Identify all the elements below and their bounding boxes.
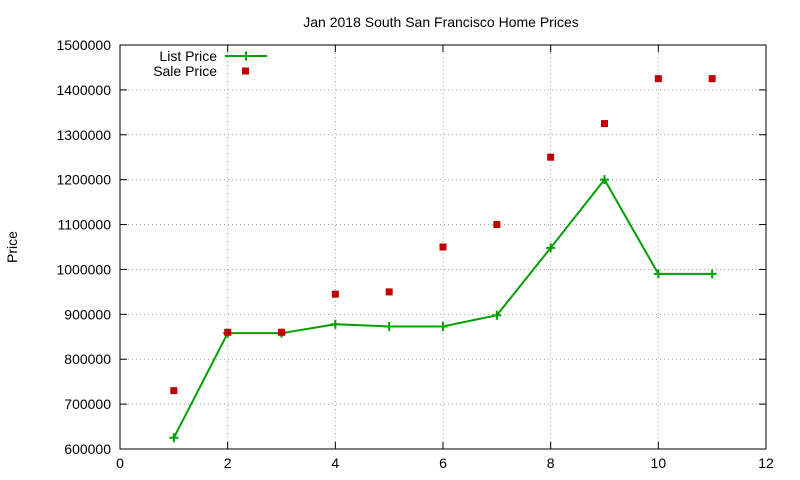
x-tick-label: 4 — [331, 455, 339, 471]
y-tick-label: 1200000 — [56, 172, 111, 188]
grid — [120, 45, 766, 449]
data-point-sale-price — [708, 75, 716, 83]
data-point-sale-price — [385, 288, 393, 296]
data-point-list-price — [707, 269, 717, 279]
legend-label-list-price: List Price — [159, 48, 217, 64]
data-point-sale-price — [654, 75, 662, 83]
data-point-sale-price — [493, 221, 501, 229]
series-line-list-price — [172, 178, 713, 439]
x-tick-label: 2 — [224, 455, 232, 471]
y-tick-label: 800000 — [64, 351, 111, 367]
data-point-sale-price — [601, 120, 608, 128]
data-point-list-price — [438, 321, 448, 331]
legend: List Price Sale Price — [153, 48, 267, 79]
data-point-list-price — [600, 175, 609, 185]
data-point-sale-price — [170, 387, 178, 395]
x-tick-label: 8 — [547, 455, 555, 471]
y-tick-label: 1500000 — [56, 37, 111, 53]
data-point-sale-price — [439, 243, 447, 251]
y-tick-label: 1400000 — [56, 82, 111, 98]
y-tick-label: 1300000 — [56, 127, 111, 143]
axes: 0 2 4 6 8 10 12 600000 700000 800000 900000 1000000… — [56, 37, 774, 471]
legend-label-sale-price: Sale Price — [153, 63, 217, 79]
data-point-list-price — [653, 269, 663, 279]
data-point-list-price — [546, 243, 556, 253]
series — [169, 75, 717, 443]
legend-marker-sale-price — [242, 67, 249, 75]
y-axis-label: Price — [4, 231, 20, 263]
x-tick-label: 12 — [758, 455, 774, 471]
y-tick-label: 1000000 — [56, 261, 111, 277]
x-tick-label: 6 — [439, 455, 447, 471]
y-tick-label: 900000 — [64, 306, 111, 322]
data-point-list-price — [169, 433, 179, 443]
legend-marker-list-price — [241, 51, 251, 61]
x-tick-label: 0 — [116, 455, 124, 471]
data-point-sale-price — [278, 328, 285, 336]
y-tick-label: 1100000 — [58, 217, 112, 233]
data-point-sale-price — [224, 328, 232, 336]
chart-title: Jan 2018 South San Francisco Home Prices — [303, 14, 578, 30]
data-point-list-price — [384, 321, 394, 331]
data-point-sale-price — [331, 290, 339, 298]
data-point-sale-price — [547, 153, 555, 161]
legend-entry-list-price: List Price — [159, 48, 267, 64]
legend-entry-sale-price: Sale Price — [153, 63, 249, 79]
data-point-list-price — [330, 319, 340, 329]
data-point-list-price — [492, 310, 502, 320]
x-tick-label: 10 — [651, 455, 667, 471]
y-tick-label: 700000 — [64, 396, 111, 412]
y-tick-label: 600000 — [64, 441, 111, 457]
